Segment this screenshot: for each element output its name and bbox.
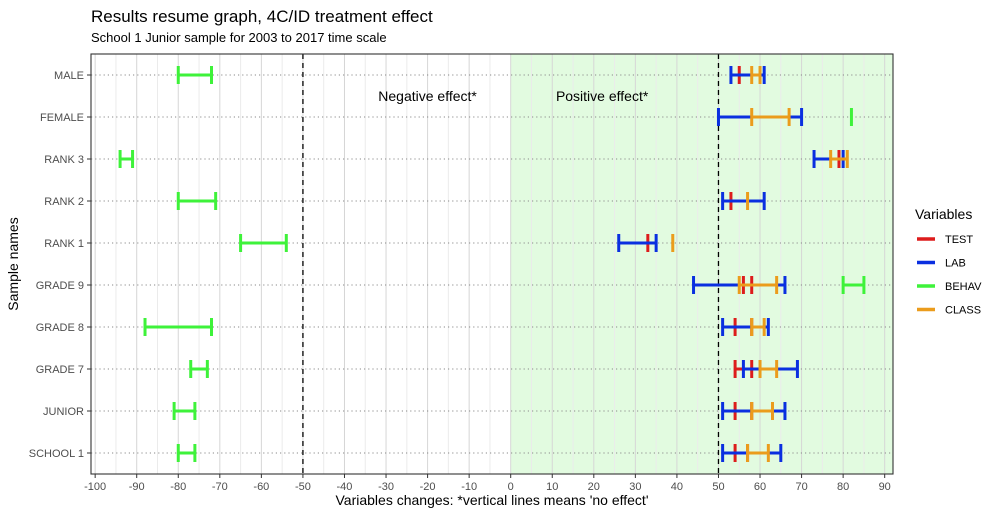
y-axis-label: Sample names: [5, 217, 21, 310]
legend-title: Variables: [915, 206, 972, 222]
errorbar-class: [750, 318, 766, 336]
x-tick-label: 40: [671, 481, 683, 493]
legend-label-behav: BEHAV: [945, 281, 982, 293]
error-bars: [118, 66, 866, 462]
errorbar-class: [758, 360, 779, 378]
errorbar-behav: [176, 192, 218, 210]
errorbar-behav: [189, 360, 209, 378]
y-tick-label: SCHOOL 1: [29, 448, 84, 460]
x-tick-label: -80: [170, 481, 186, 493]
x-tick-label: -10: [461, 481, 477, 493]
reference-lines: [302, 54, 720, 474]
errorbar-behav: [176, 444, 197, 462]
x-axis-label: Variables changes: *vertical lines means…: [336, 492, 649, 508]
chart-title: Results resume graph, 4C/ID treatment ef…: [91, 7, 433, 26]
y-tick-label: RANK 1: [44, 238, 84, 250]
x-axis: -100 -90 -80 -70 -60 -50 -40 -30 -20 -10 0 10 20 30 40…: [84, 474, 891, 493]
legend-label-class: CLASS: [945, 305, 981, 317]
y-tick-label: GRADE 8: [36, 322, 84, 334]
y-tick-label: GRADE 7: [36, 364, 84, 376]
y-tick-label: MALE: [54, 70, 84, 82]
errorbar-behav: [176, 66, 214, 84]
y-tick-label: GRADE 9: [36, 280, 84, 292]
positive-region-fill: [510, 54, 893, 474]
errorbar-behav: [841, 276, 866, 294]
x-tick-label: 20: [588, 481, 600, 493]
legend-label-test: TEST: [945, 234, 973, 246]
x-tick-label: 10: [546, 481, 558, 493]
positive-effect-annotation: Positive effect*: [556, 88, 649, 104]
x-tick-label: 70: [795, 481, 807, 493]
x-tick-label: -100: [84, 481, 106, 493]
x-tick-label: -50: [295, 481, 311, 493]
errorbar-class: [750, 402, 774, 420]
negative-effect-annotation: Negative effect*: [378, 88, 477, 104]
legend-label-lab: LAB: [945, 258, 966, 270]
x-tick-label: 60: [754, 481, 766, 493]
chart-subtitle: School 1 Junior sample for 2003 to 2017 …: [91, 30, 387, 45]
errorbar-behav: [143, 318, 214, 336]
x-tick-label: -60: [253, 481, 269, 493]
legend: Variables TEST LAB BEHAV CLASS: [915, 206, 982, 317]
errorbar-behav: [239, 234, 288, 252]
errorbar-behav: [172, 402, 197, 420]
errorbar-class: [829, 150, 849, 168]
x-tick-label: 80: [837, 481, 849, 493]
x-tick-label: -70: [212, 481, 228, 493]
y-tick-label: FEMALE: [40, 112, 84, 124]
panel-border: [90, 53, 894, 475]
x-tick-label: 0: [508, 481, 514, 493]
positive-region: [510, 54, 893, 474]
y-axis: MALE FEMALE RANK 3 RANK 2 RANK 1 GRADE 9 GRADE…: [29, 70, 91, 460]
x-tick-label: -40: [337, 481, 353, 493]
errorbar-class: [750, 108, 791, 126]
errorbar-class: [746, 444, 770, 462]
errorbar-class: [737, 276, 779, 294]
errorbar-behav: [118, 150, 135, 168]
x-tick-label: 50: [712, 481, 724, 493]
y-tick-label: RANK 3: [44, 154, 84, 166]
errorbar-class: [750, 66, 762, 84]
x-tick-label: -20: [420, 481, 436, 493]
y-tick-label: JUNIOR: [43, 406, 84, 418]
x-tick-label: -90: [129, 481, 145, 493]
x-tick-label: 30: [629, 481, 641, 493]
x-tick-label: 90: [879, 481, 891, 493]
errorbar-lab: [617, 234, 658, 252]
y-tick-label: RANK 2: [44, 196, 84, 208]
errorbar-lab: [721, 192, 766, 210]
x-tick-label: -30: [378, 481, 394, 493]
